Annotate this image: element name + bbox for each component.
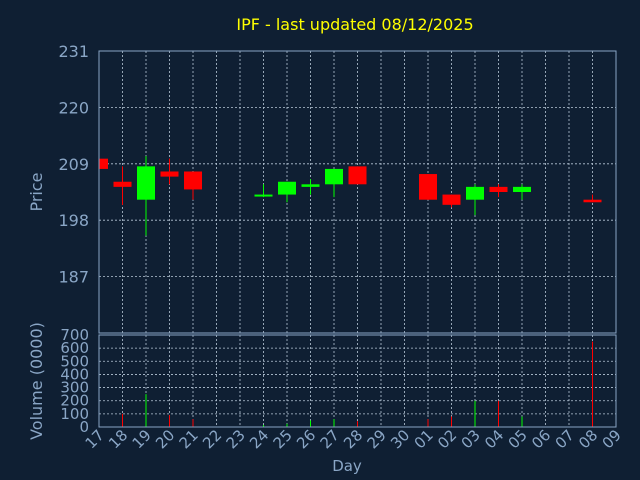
- candle-body: [137, 166, 155, 200]
- candle-body: [466, 186, 484, 200]
- volume-bars: [122, 341, 593, 427]
- x-tick-label: 04: [481, 426, 507, 452]
- candle-body: [113, 181, 132, 187]
- x-tick-label: 01: [411, 426, 437, 452]
- x-tick-label: 02: [434, 426, 460, 452]
- volume-tick-label: 600: [60, 339, 89, 357]
- volume-tick-label: 400: [60, 365, 89, 383]
- volume-axis-label: Volume (0000): [27, 322, 46, 440]
- price-tick-label: 198: [58, 211, 89, 230]
- x-tick-label: 18: [105, 426, 131, 452]
- candle-body: [99, 158, 108, 169]
- candle-body: [160, 171, 179, 177]
- candle-body: [489, 186, 508, 192]
- x-axis-label: Day: [332, 457, 362, 475]
- volume-plot-frame: [98, 334, 617, 428]
- x-tick-label: 27: [317, 426, 343, 452]
- x-tick-label: 24: [246, 426, 272, 452]
- price-tick-label: 209: [58, 155, 89, 174]
- x-tick-label: 19: [129, 426, 155, 452]
- x-tick-label: 21: [176, 426, 202, 452]
- price-gridlines: [99, 51, 616, 333]
- x-tick-label: 30: [387, 426, 413, 452]
- price-plot-frame: [98, 50, 617, 334]
- x-tick-label: 03: [458, 426, 484, 452]
- x-tick-label: 26: [293, 426, 319, 452]
- x-tick-label: 09: [599, 426, 625, 452]
- volume-tick-label: 500: [60, 352, 89, 370]
- volume-tick-label: 300: [60, 379, 89, 397]
- candle-body: [348, 166, 367, 185]
- price-axis-label: Price: [27, 172, 46, 211]
- volume-tick-label: 200: [60, 392, 89, 410]
- volume-tick-label: 700: [60, 326, 89, 344]
- x-tick-label: 22: [199, 426, 225, 452]
- price-tick-label: 187: [58, 268, 89, 287]
- volume-gridlines: [99, 335, 616, 427]
- x-tick-label: 07: [552, 426, 578, 452]
- x-tick-label: 25: [270, 426, 296, 452]
- candle-body: [301, 184, 320, 187]
- x-tick-label: 08: [575, 426, 601, 452]
- price-candles: [98, 156, 602, 236]
- candle-body: [278, 181, 296, 195]
- candle-body: [513, 186, 531, 192]
- chart-title: IPF - last updated 08/12/2025: [236, 15, 473, 34]
- x-tick-label: 28: [340, 426, 366, 452]
- x-tick-label: 29: [364, 426, 390, 452]
- volume-tick-label: 0: [79, 418, 89, 436]
- candle-body: [184, 171, 202, 190]
- volume-tick-label: 100: [60, 405, 89, 423]
- candle-body: [325, 168, 343, 185]
- x-tick-labels: 1718192021222324252627282930010203040506…: [82, 426, 625, 452]
- x-tick-label: 23: [223, 426, 249, 452]
- price-tick-label: 231: [58, 42, 89, 61]
- candle-body: [419, 174, 437, 200]
- price-tick-label: 220: [58, 98, 89, 117]
- candle-body: [442, 194, 461, 205]
- candle-body: [583, 199, 602, 203]
- price-y-tick-labels: 187 198 209 220 231: [58, 42, 89, 287]
- x-tick-label: 20: [152, 426, 178, 452]
- candle-body: [254, 194, 273, 197]
- x-tick-label: 05: [505, 426, 531, 452]
- x-tick-label: 06: [528, 426, 554, 452]
